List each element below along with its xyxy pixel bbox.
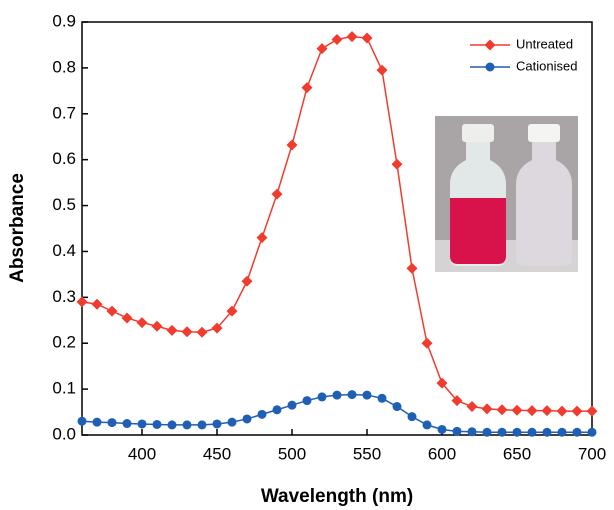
x-tick-label: 400: [128, 444, 156, 463]
data-point: [181, 326, 193, 338]
data-point: [346, 31, 358, 43]
data-point: [361, 32, 373, 44]
legend-marker: [484, 39, 496, 51]
data-point: [316, 43, 328, 55]
plot-frame: [81, 21, 593, 436]
y-axis-label: Absorbance: [7, 173, 28, 283]
data-point: [92, 417, 102, 427]
data-point: [511, 404, 523, 416]
data-point: [467, 427, 477, 437]
data-point: [122, 419, 132, 429]
data-point: [557, 427, 567, 437]
data-point: [541, 405, 553, 417]
data-point: [436, 377, 448, 389]
data-point: [152, 419, 162, 429]
y-tick-label: 0.5: [52, 195, 76, 214]
data-point: [182, 420, 192, 430]
data-point: [286, 139, 298, 151]
data-point: [197, 420, 207, 430]
data-point: [586, 405, 598, 417]
data-point: [121, 312, 133, 324]
y-tick-label: 0.0: [52, 424, 76, 443]
data-point: [587, 427, 597, 437]
data-point: [422, 420, 432, 430]
data-point: [272, 405, 282, 415]
data-point: [527, 427, 537, 437]
x-tick-label: 700: [578, 444, 606, 463]
data-point: [166, 324, 178, 336]
y-tick-label: 0.4: [52, 241, 76, 260]
data-point: [151, 320, 163, 332]
data-point: [226, 305, 238, 317]
data-point: [391, 158, 403, 170]
data-point: [136, 317, 148, 329]
data-point: [302, 396, 312, 406]
data-point: [242, 414, 252, 424]
data-point: [107, 418, 117, 428]
data-point: [76, 296, 88, 308]
y-tick-label: 0.2: [52, 333, 76, 352]
data-point: [317, 392, 327, 402]
data-point: [571, 405, 583, 417]
data-point: [377, 393, 387, 403]
y-tick-label: 0.8: [52, 57, 76, 76]
data-point: [271, 188, 283, 200]
data-point: [542, 427, 552, 437]
data-point: [256, 232, 268, 244]
data-point: [572, 427, 582, 437]
y-tick-label: 0.7: [52, 103, 76, 122]
data-point: [347, 390, 357, 400]
y-tick-label: 0.9: [52, 11, 76, 30]
y-tick-label: 0.6: [52, 149, 76, 168]
legend-label: Cationised: [516, 58, 577, 73]
data-point: [421, 337, 433, 349]
data-point: [406, 262, 418, 274]
data-point: [212, 419, 222, 429]
data-point: [301, 82, 313, 94]
data-point: [241, 275, 253, 287]
y-tick-label: 0.1: [52, 379, 76, 398]
data-point: [106, 305, 118, 317]
data-point: [376, 64, 388, 76]
x-axis-label: Wavelength (nm): [261, 486, 413, 507]
data-point: [512, 427, 522, 437]
inset-photo: [435, 116, 578, 272]
x-tick-label: 500: [278, 444, 306, 463]
x-tick-label: 550: [353, 444, 381, 463]
data-point: [437, 424, 447, 434]
data-point: [77, 416, 87, 426]
legend-label: Untreated: [516, 36, 573, 51]
x-tick-label: 650: [503, 444, 531, 463]
legend-marker: [485, 62, 495, 72]
data-point: [91, 298, 103, 310]
data-point: [167, 420, 177, 430]
data-point: [362, 390, 372, 400]
data-point: [496, 404, 508, 416]
x-tick-label: 450: [203, 444, 231, 463]
data-point: [332, 390, 342, 400]
data-point: [211, 322, 223, 334]
data-point: [452, 426, 462, 436]
data-point: [392, 402, 402, 412]
x-tick-label: 600: [428, 444, 456, 463]
data-point: [466, 401, 478, 413]
data-point: [526, 405, 538, 417]
data-point: [227, 417, 237, 427]
data-point: [287, 400, 297, 410]
y-tick-label: 0.3: [52, 287, 76, 306]
data-point: [331, 33, 343, 45]
data-point: [257, 409, 267, 419]
data-point: [556, 405, 568, 417]
data-point: [196, 326, 208, 338]
data-point: [497, 427, 507, 437]
data-point: [407, 412, 417, 422]
data-point: [137, 419, 147, 429]
data-point: [481, 403, 493, 415]
data-point: [451, 395, 463, 407]
data-point: [482, 427, 492, 437]
